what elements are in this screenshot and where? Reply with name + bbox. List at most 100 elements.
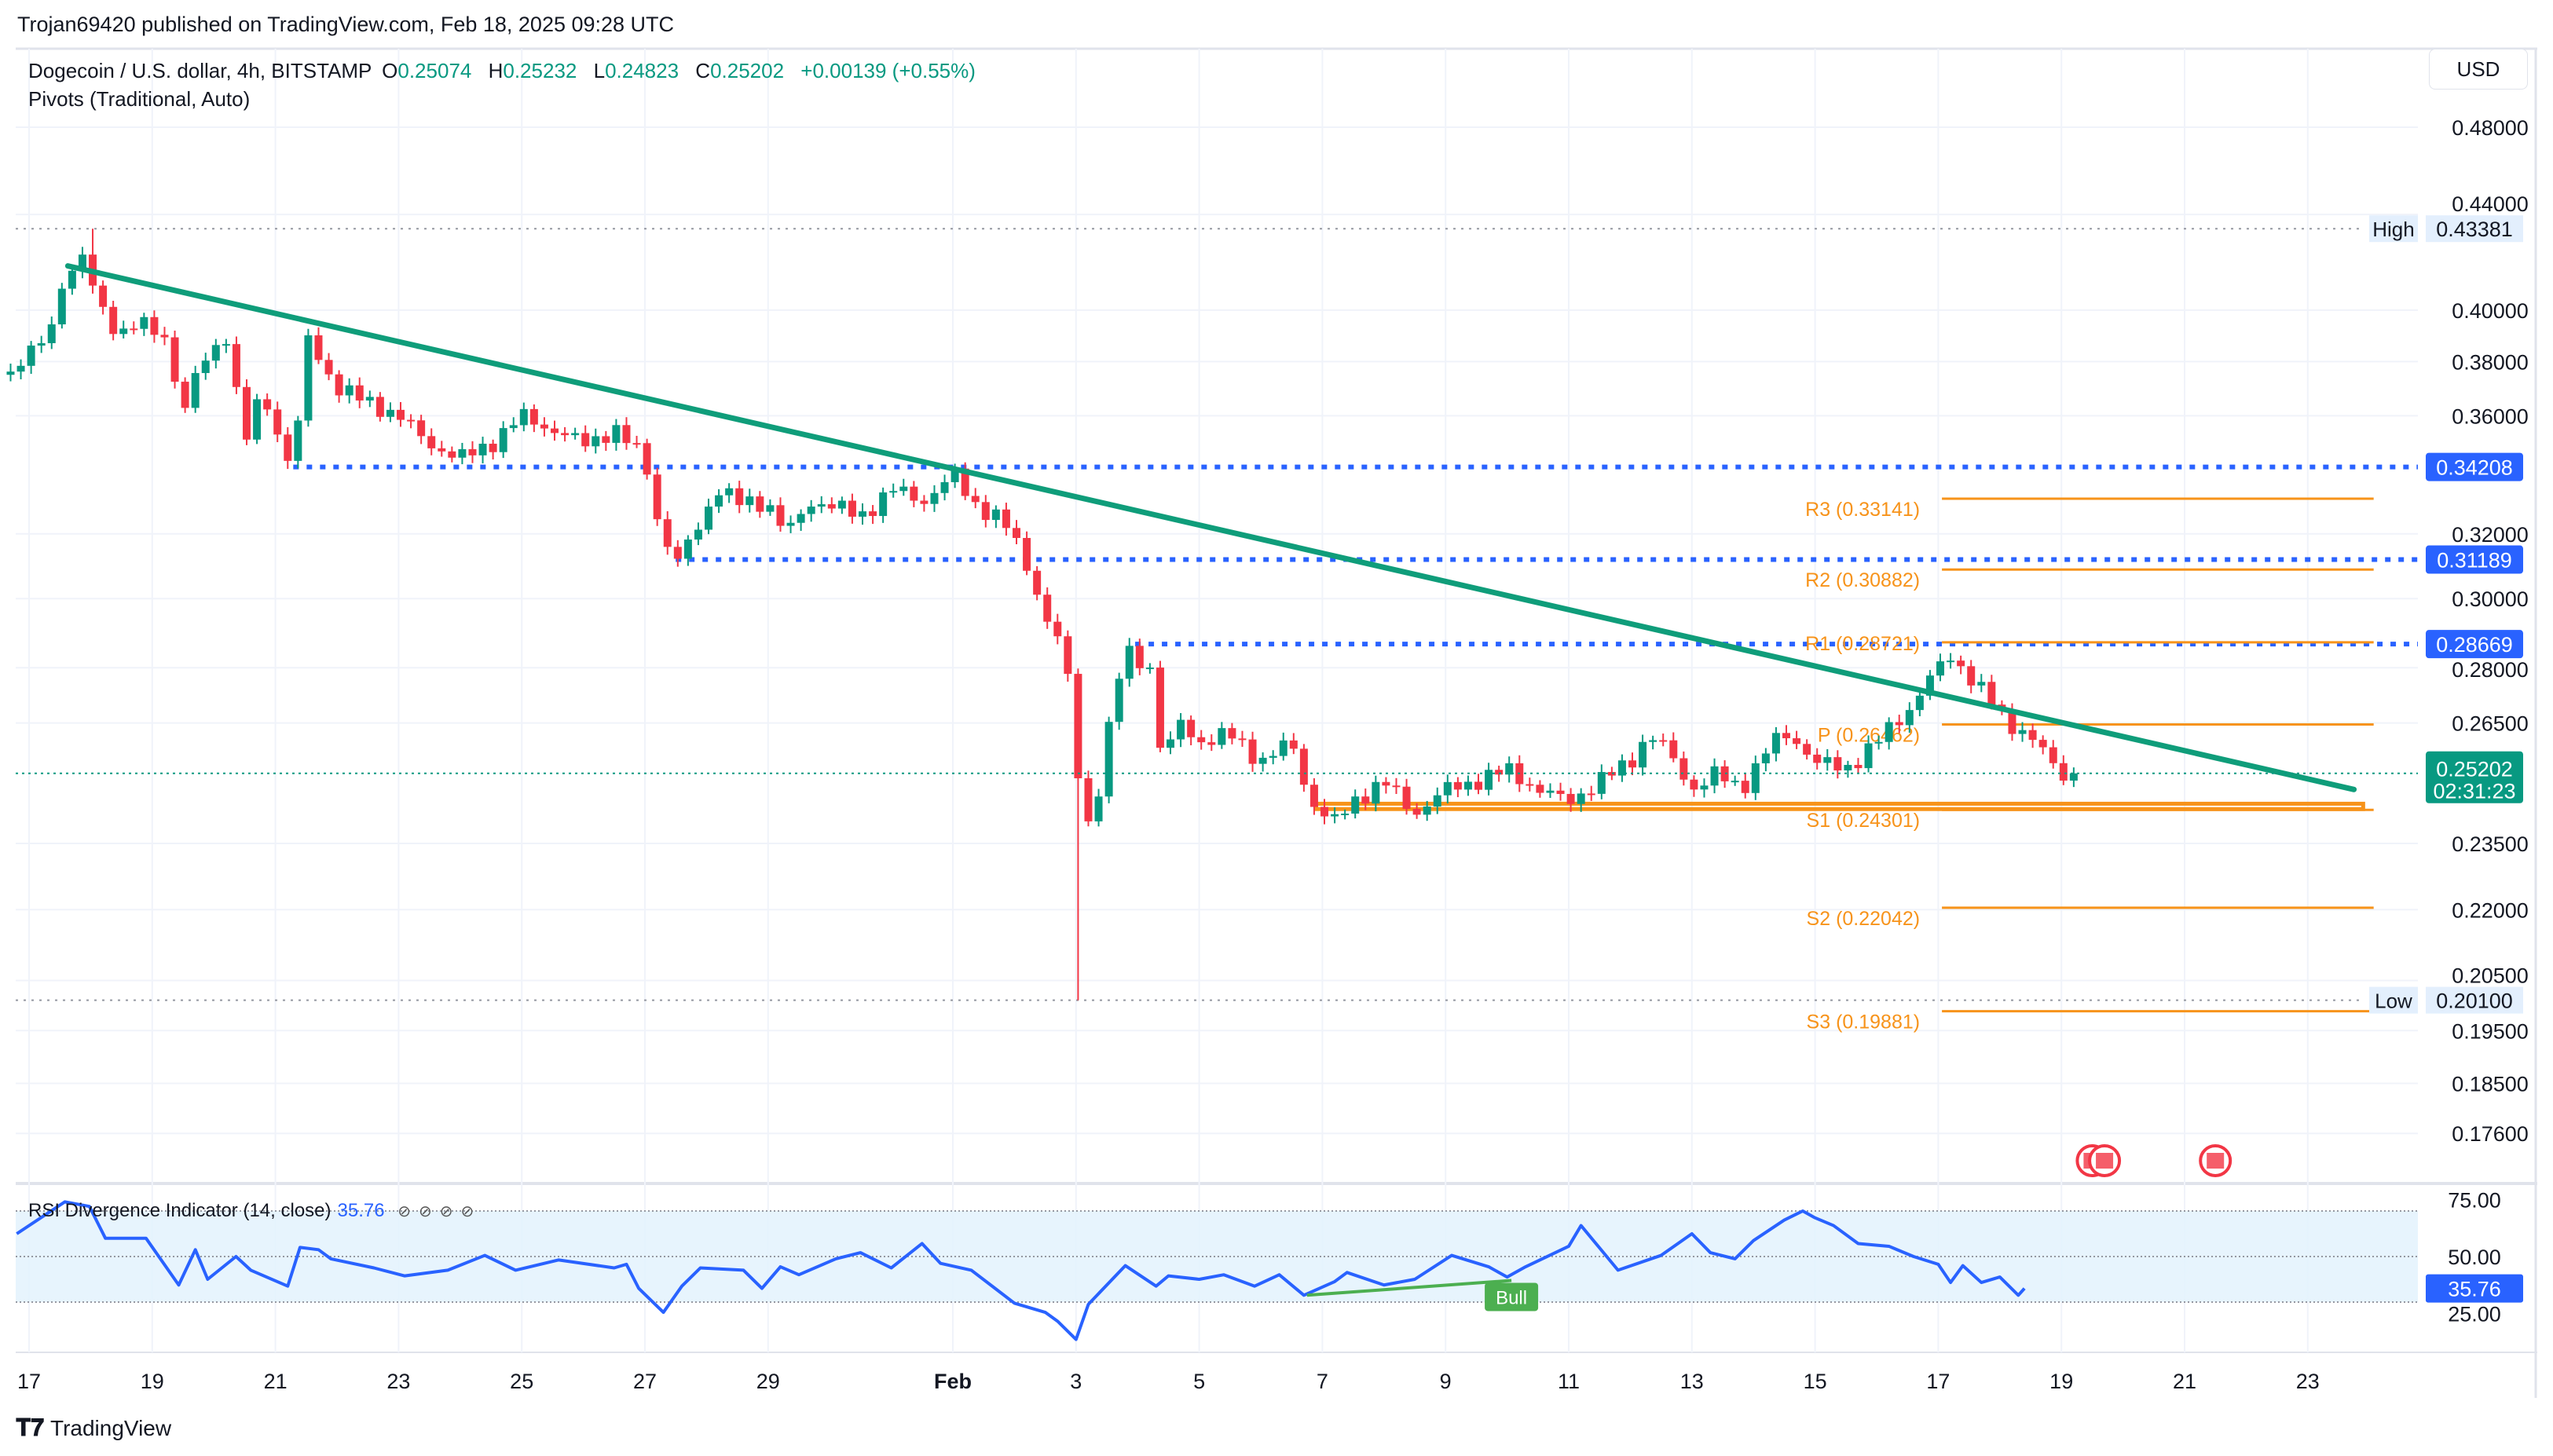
candle[interactable] — [725, 483, 734, 503]
candle[interactable] — [181, 377, 189, 413]
candle[interactable] — [2059, 755, 2068, 785]
candle[interactable] — [1299, 744, 1308, 792]
candle[interactable] — [2028, 723, 2037, 748]
candle[interactable] — [1597, 764, 1606, 799]
candle[interactable] — [1167, 731, 1175, 755]
candle[interactable] — [335, 370, 343, 403]
candle[interactable] — [1238, 730, 1247, 747]
candle[interactable] — [78, 247, 86, 279]
symbol-name[interactable]: Dogecoin / U.S. dollar, 4h, BITSTAMP — [28, 59, 372, 82]
candle[interactable] — [375, 392, 384, 422]
candle[interactable] — [1957, 655, 1965, 675]
candle[interactable] — [848, 493, 856, 524]
candle[interactable] — [1536, 780, 1544, 798]
candle[interactable] — [1474, 774, 1483, 795]
candle[interactable] — [643, 438, 651, 480]
candle[interactable] — [797, 509, 805, 531]
candle[interactable] — [571, 427, 580, 440]
candle[interactable] — [859, 503, 867, 525]
candle[interactable] — [2049, 740, 2057, 769]
candle[interactable] — [1402, 778, 1411, 815]
candle[interactable] — [211, 338, 220, 369]
candle[interactable] — [99, 280, 108, 315]
rsi-title[interactable]: RSI Divergence Indicator (14, close) — [28, 1200, 331, 1221]
candle[interactable] — [1453, 777, 1462, 798]
candle[interactable] — [1341, 809, 1350, 820]
candle[interactable] — [1659, 733, 1668, 747]
candle[interactable] — [1485, 763, 1493, 796]
candle[interactable] — [930, 485, 939, 512]
candle[interactable] — [2069, 767, 2078, 788]
candle[interactable] — [1566, 788, 1575, 812]
candle[interactable] — [263, 393, 272, 416]
candle[interactable] — [1064, 630, 1072, 682]
candle[interactable] — [653, 467, 661, 526]
candle[interactable] — [427, 428, 436, 455]
candle[interactable] — [1628, 752, 1637, 776]
candle[interactable] — [1187, 715, 1196, 745]
candle[interactable] — [1094, 788, 1103, 827]
candle[interactable] — [540, 417, 548, 437]
candle[interactable] — [612, 419, 621, 451]
candle[interactable] — [1443, 774, 1452, 803]
candle[interactable] — [1710, 758, 1719, 794]
candle[interactable] — [1649, 735, 1657, 750]
candle[interactable] — [386, 402, 394, 423]
rsi-line[interactable] — [16, 1200, 2026, 1341]
candle[interactable] — [1125, 638, 1134, 687]
candle[interactable] — [1977, 674, 1986, 693]
candle[interactable] — [1720, 760, 1729, 788]
candle[interactable] — [1556, 782, 1565, 801]
candle[interactable] — [1145, 663, 1154, 674]
candle[interactable] — [1392, 777, 1401, 794]
candle[interactable] — [1833, 750, 1842, 779]
candle[interactable] — [109, 301, 118, 341]
candle[interactable] — [1947, 653, 1955, 669]
candle[interactable] — [1351, 789, 1360, 819]
candle[interactable] — [273, 401, 282, 443]
candle[interactable] — [1074, 668, 1082, 1001]
candle[interactable] — [1135, 638, 1144, 675]
candle[interactable] — [150, 310, 159, 343]
candle[interactable] — [119, 320, 128, 338]
candle[interactable] — [766, 499, 775, 516]
candle[interactable] — [745, 488, 754, 513]
candle[interactable] — [243, 379, 251, 445]
candle[interactable] — [1433, 787, 1441, 814]
candle[interactable] — [879, 487, 888, 523]
candle[interactable] — [365, 390, 374, 408]
candle[interactable] — [981, 495, 990, 528]
candle[interactable] — [314, 327, 323, 364]
candle[interactable] — [16, 359, 25, 380]
candle[interactable] — [37, 335, 46, 353]
candle[interactable] — [1751, 755, 1760, 800]
candle[interactable] — [1258, 752, 1267, 772]
candle[interactable] — [632, 435, 641, 448]
candle[interactable] — [1690, 775, 1698, 797]
candle[interactable] — [1782, 725, 1791, 745]
candle[interactable] — [1269, 750, 1277, 765]
candle[interactable] — [1761, 748, 1770, 772]
candle[interactable] — [940, 474, 949, 501]
candle[interactable] — [1084, 770, 1093, 827]
tradingview-brand[interactable]: 𝐓𝟕 TradingView — [16, 1415, 171, 1442]
candle[interactable] — [499, 421, 507, 459]
candle[interactable] — [1023, 531, 1031, 576]
candle[interactable] — [253, 393, 262, 444]
candle[interactable] — [1207, 734, 1216, 752]
candle[interactable] — [1803, 739, 1811, 760]
candle[interactable] — [1463, 775, 1472, 796]
candle[interactable] — [1197, 730, 1206, 750]
candle[interactable] — [910, 481, 918, 507]
candle[interactable] — [355, 377, 364, 408]
candle[interactable] — [232, 336, 240, 394]
candle[interactable] — [1013, 520, 1021, 545]
candle[interactable] — [1793, 730, 1801, 749]
candle[interactable] — [971, 488, 980, 509]
candle[interactable] — [1115, 672, 1123, 730]
candle[interactable] — [786, 515, 795, 533]
candle[interactable] — [89, 229, 97, 294]
candle[interactable] — [222, 338, 230, 353]
candle[interactable] — [1382, 777, 1390, 794]
